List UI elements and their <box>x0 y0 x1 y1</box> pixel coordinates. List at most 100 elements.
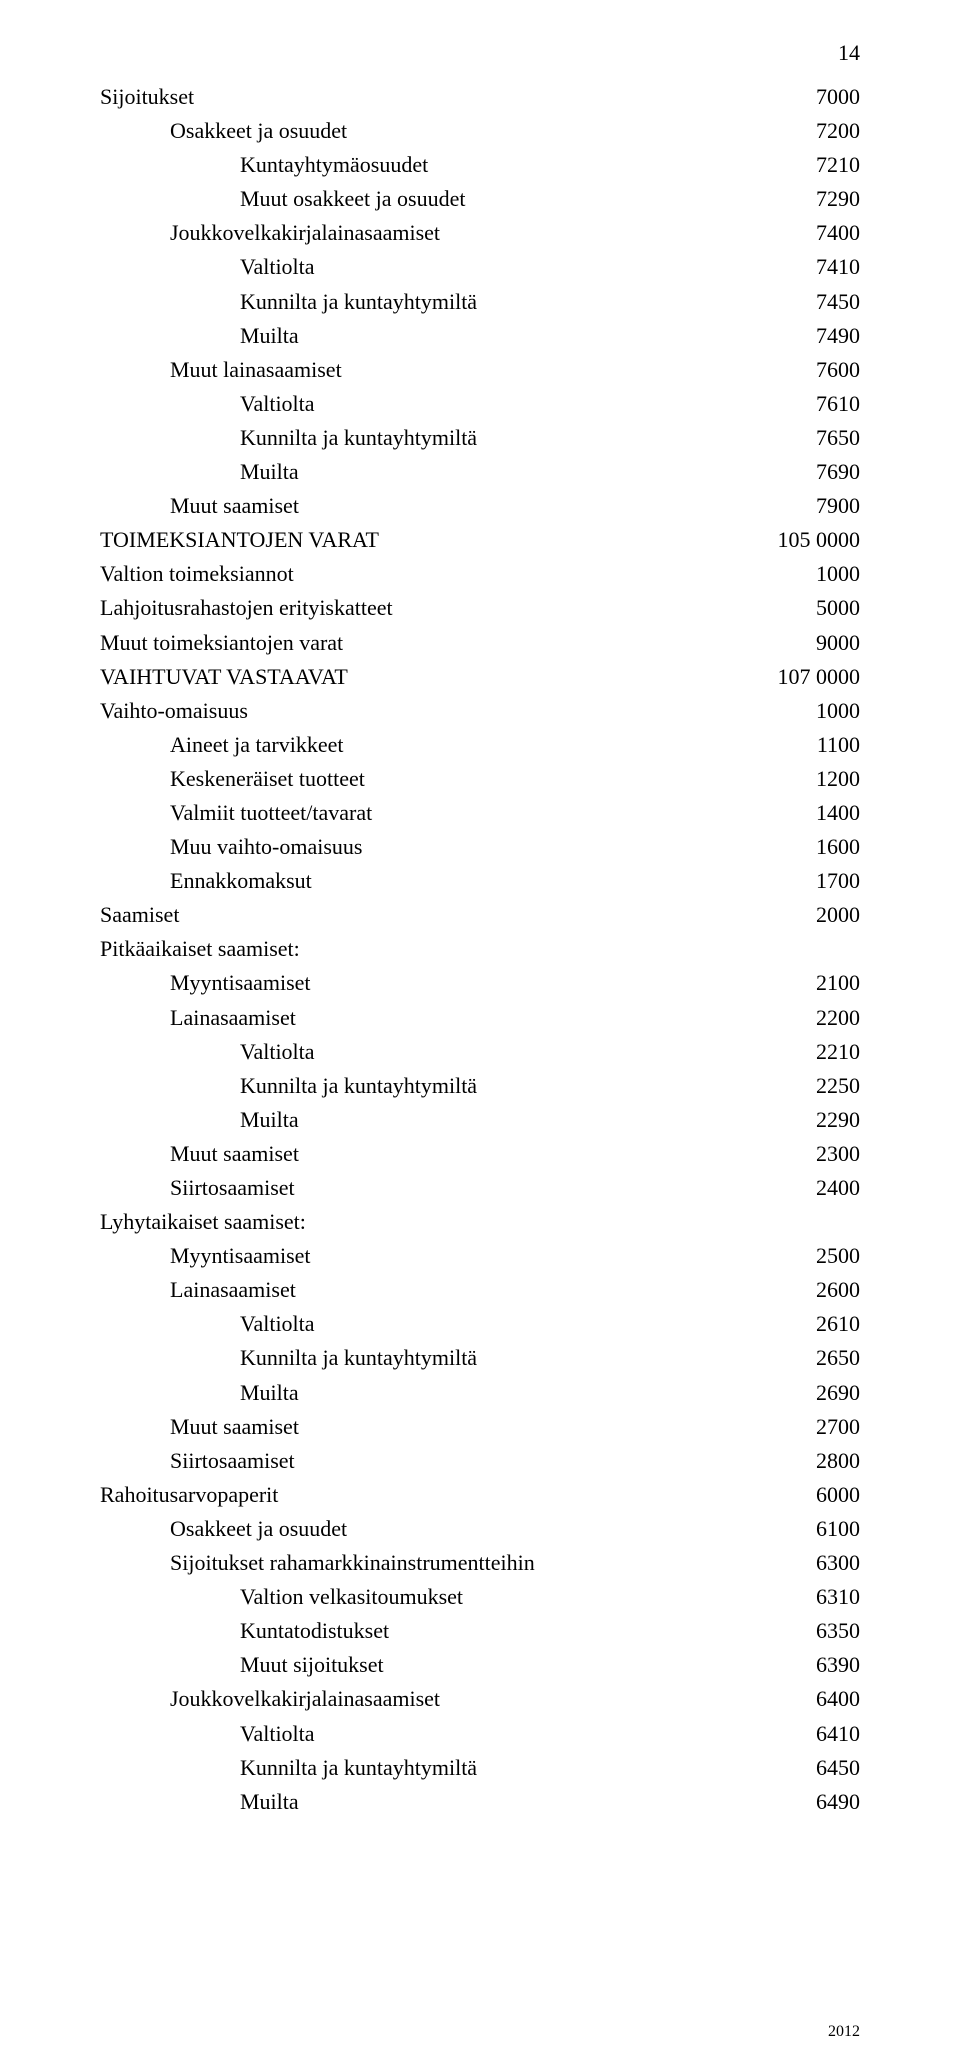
ledger-label: Myyntisaamiset <box>100 966 311 1000</box>
ledger-value: 6300 <box>750 1546 860 1580</box>
ledger-value: 2500 <box>750 1239 860 1273</box>
ledger-value: 2100 <box>750 966 860 1000</box>
ledger-label: Joukkovelkakirjalainasaamiset <box>100 216 440 250</box>
ledger-row: Osakkeet ja osuudet6100 <box>100 1512 860 1546</box>
ledger-label: Osakkeet ja osuudet <box>100 114 347 148</box>
ledger-row: Aineet ja tarvikkeet 1100 <box>100 728 860 762</box>
ledger-label: Ennakkomaksut <box>100 864 312 898</box>
ledger-value: 7600 <box>750 353 860 387</box>
ledger-value: 6400 <box>750 1682 860 1716</box>
footer-year: 2012 <box>828 2023 860 2041</box>
ledger-label: Valtiolta <box>100 250 315 284</box>
ledger-value: 6000 <box>750 1478 860 1512</box>
ledger-row: Siirtosaamiset2400 <box>100 1171 860 1205</box>
ledger-row: Valtiolta7610 <box>100 387 860 421</box>
ledger-row: Kuntatodistukset 6350 <box>100 1614 860 1648</box>
ledger-value: 2250 <box>750 1069 860 1103</box>
ledger-label: Muu vaihto-omaisuus <box>100 830 363 864</box>
ledger-label: Muut saamiset <box>100 1137 299 1171</box>
ledger-row: Pitkäaikaiset saamiset: <box>100 932 860 966</box>
ledger-row: Joukkovelkakirjalainasaamiset7400 <box>100 216 860 250</box>
ledger-label: Muilta <box>100 455 299 489</box>
ledger-value: 6450 <box>750 1751 860 1785</box>
ledger-row: Valtion toimeksiannot1000 <box>100 557 860 591</box>
ledger-row: Kunnilta ja kuntayhtymiltä6450 <box>100 1751 860 1785</box>
document-page: 14 Sijoitukset7000Osakkeet ja osuudet720… <box>0 0 960 2071</box>
ledger-row: Kunnilta ja kuntayhtymiltä 7450 <box>100 285 860 319</box>
ledger-label: Muut saamiset <box>100 489 299 523</box>
ledger-label: Kunnilta ja kuntayhtymiltä <box>100 421 477 455</box>
ledger-value: 2610 <box>750 1307 860 1341</box>
ledger-value: 7690 <box>750 455 860 489</box>
ledger-row: Muilta 7490 <box>100 319 860 353</box>
ledger-row: Muut saamiset 2300 <box>100 1137 860 1171</box>
ledger-row: Muilta6490 <box>100 1785 860 1819</box>
ledger-label: Valtiolta <box>100 1717 315 1751</box>
ledger-row: Muut lainasaamiset7600 <box>100 353 860 387</box>
ledger-value: 1100 <box>750 728 860 762</box>
ledger-row: Valtiolta 2610 <box>100 1307 860 1341</box>
ledger-value: 2690 <box>750 1376 860 1410</box>
ledger-value: 1000 <box>750 694 860 728</box>
ledger-value: 107 0000 <box>750 660 860 694</box>
ledger-label: Lainasaamiset <box>100 1001 296 1035</box>
ledger-value: 6310 <box>750 1580 860 1614</box>
ledger-label: Kuntatodistukset <box>100 1614 389 1648</box>
ledger-label: Pitkäaikaiset saamiset: <box>100 932 300 966</box>
ledger-row: Muut saamiset 7900 <box>100 489 860 523</box>
ledger-label: Siirtosaamiset <box>100 1171 295 1205</box>
ledger-row: Muut osakkeet ja osuudet7290 <box>100 182 860 216</box>
ledger-row: Sijoitukset7000 <box>100 80 860 114</box>
ledger-value: 7450 <box>750 285 860 319</box>
ledger-row: Lainasaamiset2200 <box>100 1001 860 1035</box>
ledger-label: Myyntisaamiset <box>100 1239 311 1273</box>
ledger-label: Lainasaamiset <box>100 1273 296 1307</box>
ledger-value: 1700 <box>750 864 860 898</box>
ledger-row: Kunnilta ja kuntayhtymiltä 7650 <box>100 421 860 455</box>
ledger-label: Valmiit tuotteet/tavarat <box>100 796 372 830</box>
ledger-row: TOIMEKSIANTOJEN VARAT105 0000 <box>100 523 860 557</box>
ledger-row: Valtiolta2210 <box>100 1035 860 1069</box>
ledger-row: Muilta2290 <box>100 1103 860 1137</box>
ledger-label: Muut toimeksiantojen varat <box>100 626 343 660</box>
ledger-label: Valtiolta <box>100 1035 315 1069</box>
ledger-value: 6490 <box>750 1785 860 1819</box>
ledger-row: Lainasaamiset2600 <box>100 1273 860 1307</box>
ledger-row: Ennakkomaksut 1700 <box>100 864 860 898</box>
ledger-label: Kunnilta ja kuntayhtymiltä <box>100 285 477 319</box>
ledger-row: Osakkeet ja osuudet7200 <box>100 114 860 148</box>
ledger-value: 7900 <box>750 489 860 523</box>
ledger-value: 1400 <box>750 796 860 830</box>
ledger-label: Muilta <box>100 319 299 353</box>
ledger-row: Lyhytaikaiset saamiset: <box>100 1205 860 1239</box>
ledger-value: 6390 <box>750 1648 860 1682</box>
ledger-label: Valtiolta <box>100 1307 315 1341</box>
ledger-row: Valtiolta6410 <box>100 1717 860 1751</box>
ledger-label: Lahjoitusrahastojen erityiskatteet <box>100 591 393 625</box>
ledger-label: Rahoitusarvopaperit <box>100 1478 278 1512</box>
ledger-value: 2300 <box>750 1137 860 1171</box>
ledger-value: 1600 <box>750 830 860 864</box>
ledger-row: Siirtosaamiset2800 <box>100 1444 860 1478</box>
ledger-value: 7650 <box>750 421 860 455</box>
ledger-value: 6100 <box>750 1512 860 1546</box>
ledger-row: Joukkovelkakirjalainasaamiset 6400 <box>100 1682 860 1716</box>
ledger-row: Myyntisaamiset 2500 <box>100 1239 860 1273</box>
ledger-label: Sijoitukset rahamarkkinainstrumentteihin <box>100 1546 535 1580</box>
ledger-label: Valtion velkasitoumukset <box>100 1580 463 1614</box>
ledger-row: Saamiset2000 <box>100 898 860 932</box>
ledger-label: Joukkovelkakirjalainasaamiset <box>100 1682 440 1716</box>
ledger-row: Muu vaihto-omaisuus 1600 <box>100 830 860 864</box>
ledger-value: 6350 <box>750 1614 860 1648</box>
ledger-row: Rahoitusarvopaperit 6000 <box>100 1478 860 1512</box>
ledger-value: 2650 <box>750 1341 860 1375</box>
ledger-label: Aineet ja tarvikkeet <box>100 728 343 762</box>
ledger-value: 7490 <box>750 319 860 353</box>
ledger-row: Muut saamiset2700 <box>100 1410 860 1444</box>
ledger-label: Muut osakkeet ja osuudet <box>100 182 465 216</box>
ledger-value: 2700 <box>750 1410 860 1444</box>
ledger-value: 7410 <box>750 250 860 284</box>
ledger-label: Muilta <box>100 1376 299 1410</box>
ledger-list: Sijoitukset7000Osakkeet ja osuudet7200 Ku… <box>100 80 860 1819</box>
ledger-label: Muut sijoitukset <box>100 1648 384 1682</box>
